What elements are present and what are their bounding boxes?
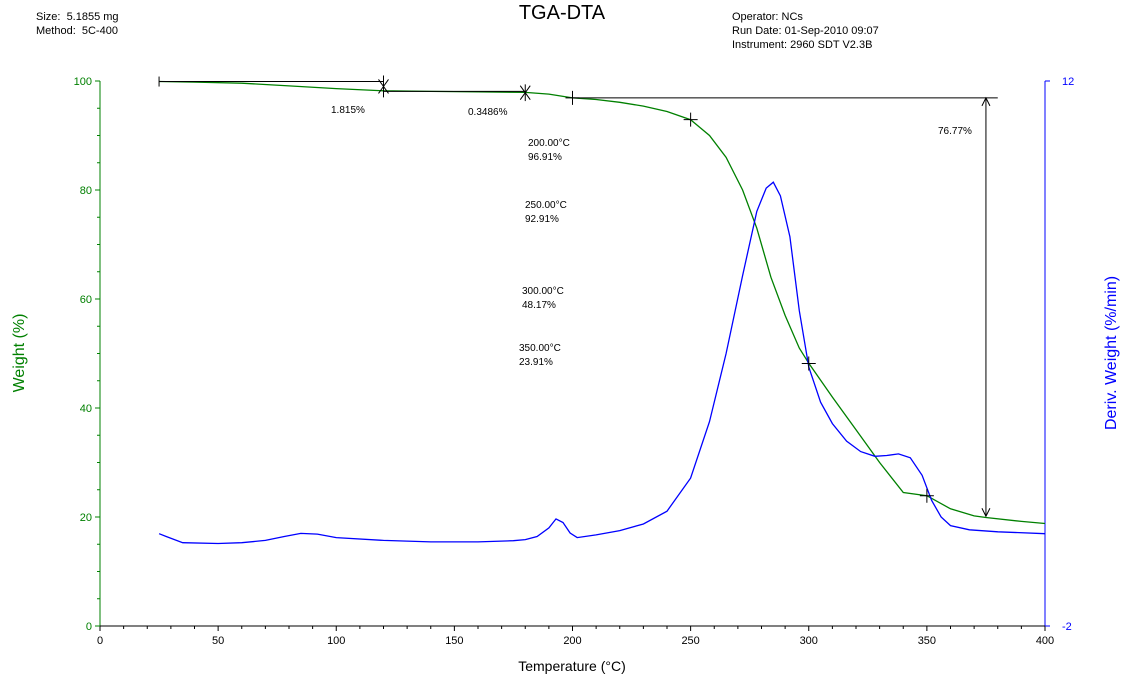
y-left-tick-label: 0 — [86, 621, 92, 633]
x-axis-label: Temperature (°C) — [518, 658, 626, 674]
p200-temp-label: 200.00°C — [528, 138, 570, 149]
instrument: Instrument: 2960 SDT V2.3B — [732, 39, 873, 51]
y-right-tick-label: -2 — [1062, 621, 1072, 633]
temp-marker — [565, 90, 580, 105]
step2-label: 0.3486% — [468, 107, 508, 118]
x-tick-label: 250 — [681, 635, 699, 647]
step-boundary-marker — [519, 85, 531, 101]
weight-line — [159, 80, 1046, 525]
step-boundary-marker — [378, 79, 389, 94]
y-left-tick-label: 20 — [80, 512, 92, 524]
chart-title: TGA-DTA — [518, 2, 606, 24]
x-tick-label: 300 — [800, 635, 818, 647]
p350-weight-label: 23.91% — [519, 357, 553, 368]
y-axis-label-right: Deriv. Weight (%/min) — [1103, 276, 1120, 430]
p300-temp-label: 300.00°C — [522, 286, 564, 297]
step3-label: 76.77% — [938, 126, 972, 137]
x-tick-label: 200 — [563, 635, 581, 647]
p200-weight-label: 96.91% — [528, 152, 562, 163]
sample-size: Size: 5.1855 mg — [36, 11, 119, 23]
axes: 0 50 100 150 200 250 300 350 400 0 20 40 60 80 100 -2 12 — [74, 76, 1075, 647]
p250-weight-label: 92.91% — [525, 214, 559, 225]
step3-arrowhead-up — [981, 96, 991, 107]
step3-arrowhead-down — [981, 508, 991, 518]
step1-label: 1.815% — [331, 105, 365, 116]
x-tick-label: 400 — [1036, 635, 1054, 647]
temp-marker — [683, 112, 698, 127]
annotations-layer: 1.815% 0.3486% 76.77% 200.00°C 96.91% 250.00°… — [158, 75, 998, 518]
y-left-tick-label: 40 — [80, 403, 92, 415]
x-tick-label: 150 — [445, 635, 463, 647]
method: Method: 5C-400 — [36, 25, 118, 37]
y-right-tick-label: 12 — [1062, 76, 1074, 88]
temp-marker — [919, 488, 934, 503]
x-tick-label: 50 — [212, 635, 224, 647]
y-left-tick-label: 60 — [80, 294, 92, 306]
deriv-weight-line — [158, 181, 1046, 545]
operator: Operator: NCs — [732, 11, 803, 23]
y-left-tick-label: 80 — [80, 185, 92, 197]
x-tick-label: 350 — [918, 635, 936, 647]
series-layer — [158, 80, 1046, 545]
temp-marker — [801, 356, 816, 371]
p300-weight-label: 48.17% — [522, 300, 556, 311]
x-tick-label: 100 — [327, 635, 345, 647]
y-left-tick-label: 100 — [74, 76, 92, 88]
x-tick-label: 0 — [97, 635, 103, 647]
p250-temp-label: 250.00°C — [525, 200, 567, 211]
run-date: Run Date: 01-Sep-2010 09:07 — [732, 25, 879, 37]
y-axis-label-left: Weight (%) — [11, 314, 28, 393]
p350-temp-label: 350.00°C — [519, 343, 561, 354]
